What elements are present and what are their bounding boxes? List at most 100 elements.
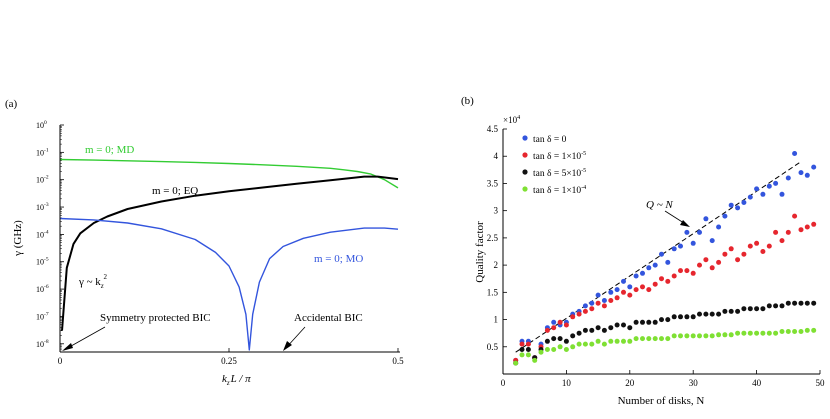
panel-b-point-s1 [722,251,728,257]
panel-b-point-s3 [747,330,753,336]
legend-marker-2 [522,169,528,175]
panel-b-y-tick-label-1: 1 [494,315,499,325]
panel-b-points [513,151,817,366]
panel-b-point-s2 [792,300,798,306]
panel-b-point-s0 [804,172,810,178]
fit-arrowhead [680,220,690,227]
panel-b-point-s2 [766,303,772,309]
panel-b-point-s0 [678,243,683,249]
panel-b-point-s1 [659,276,664,282]
panel-b-point-s3 [519,352,525,358]
panel-b-point-s2 [589,327,595,333]
panel-b-point-s3 [804,327,810,333]
panel-a-y-tick-label-4: 10-4 [36,229,49,239]
panel-b-point-s0 [614,287,620,293]
panel-b-point-s2 [722,308,728,314]
panel-b-point-s2 [601,327,607,333]
fit-label: Q ~ N [646,199,673,211]
legend-label-2: tan δ = 5×10-5 [533,168,586,179]
panel-b-point-s1 [779,238,785,244]
panel-b-point-s2 [582,327,588,333]
panel-b-point-s1 [519,341,525,347]
panel-b-point-s2 [754,306,760,312]
panel-b-point-s2 [576,330,582,336]
fit-line [515,161,802,353]
panel-b-point-s2 [741,306,747,312]
panel-b-point-s0 [722,213,728,219]
panel-b-point-s2 [519,347,525,352]
panel-b-point-s0 [760,191,766,197]
panel-b-point-s1 [766,243,772,249]
panel-b-point-s3 [798,329,804,334]
panel-b-point-s0 [728,202,734,208]
panel-b-point-s3 [811,327,817,333]
panel-b-point-s2 [633,319,639,325]
panel-b-x-tick-label-2: 20 [625,378,635,388]
panel-b-point-s3 [595,338,601,344]
panel-b-point-s0 [640,270,645,276]
panel-b-point-s2 [621,322,626,328]
panel-b-y-tick-label-7: 4 [494,151,499,161]
panel-b-point-s1 [678,268,683,274]
panel-b-point-s1 [551,325,557,331]
panel-a-series-0 [59,158,399,189]
panel-b-point-s3 [716,332,722,338]
panel-b-point-s1 [703,257,709,263]
panel-b-point-s2 [614,322,620,328]
panel-b-axes: 0.5 1 1.5 2 2.5 3 3.5 4 4.5 0 10 20 30 40 50 [487,124,825,388]
panel-b-point-s3 [665,336,671,342]
panel-b-point-s0 [703,216,709,222]
panel-b-point-s1 [595,300,601,306]
eq-label: m = 0; EQ [152,185,198,197]
panel-a-x-tick-label-1: 0.25 [221,356,237,366]
panel-b-point-s0 [627,284,633,290]
panel-b-point-s2 [798,300,804,306]
legend-label-0: tan δ = 0 [533,135,567,145]
panel-b-point-s1 [563,322,569,328]
panel-b-point-s2 [627,325,633,331]
panel-b-point-s3 [589,341,595,347]
panel-b-point-s3 [640,336,645,342]
panel-b-point-s2 [785,300,791,306]
panel-b-x-tick-label-3: 30 [689,378,699,388]
panel-a-series-2 [59,217,399,351]
panel-b-point-s3 [754,330,760,336]
panel-b-point-s1 [665,278,671,284]
panel-b-point-s1 [608,298,614,303]
legend-label-1: tan δ = 1×10-5 [533,151,586,162]
panel-b-point-s2 [690,314,696,320]
panel-a-x-label: kzL / π [222,373,251,387]
panel-b-point-s1 [614,295,620,301]
panel-b-point-s2 [716,311,722,317]
panel-b-point-s0 [633,273,639,279]
panel-b-point-s3 [652,336,658,342]
panel-b-point-s0 [798,170,804,176]
panel-b-point-s3 [614,338,620,344]
panel-a-y-tick-label-3: 10-3 [36,202,49,212]
panel-b-point-s2 [760,306,766,312]
panel-b-point-s1 [811,221,817,227]
panel-b-point-s3 [684,333,690,339]
panel-b-point-s0 [608,289,614,295]
md-label: m = 0; MD [85,144,134,156]
panel-b-point-s2 [544,338,550,344]
panel-b-x-tick-label-0: 0 [501,378,506,388]
panel-b-point-s3 [513,360,519,366]
panel-b-point-s1 [576,311,582,317]
panel-b-y-tick-label-3: 2 [494,260,499,270]
panel-b-point-s1 [671,273,677,279]
panel-b-point-s3 [570,344,576,350]
panel-b-point-s2 [659,317,664,323]
panel-b-x-tick-label-5: 50 [816,378,826,388]
panel-b-point-s1 [716,259,722,265]
panel-b-point-s0 [551,319,557,325]
panel-b-point-s1 [773,229,779,235]
legend-label-3: tan δ = 1×10-4 [533,185,586,196]
panel-b-y-tick-label-8: 4.5 [487,124,499,134]
panel-a-curves [59,158,399,351]
panel-a-y-tick-label-5: 10-5 [36,257,49,267]
panel-b-point-s0 [735,205,741,211]
panel-b-point-s2 [779,303,785,309]
panel-b-y-tick-label-5: 3 [494,206,499,216]
panel-b-point-s0 [646,265,652,271]
